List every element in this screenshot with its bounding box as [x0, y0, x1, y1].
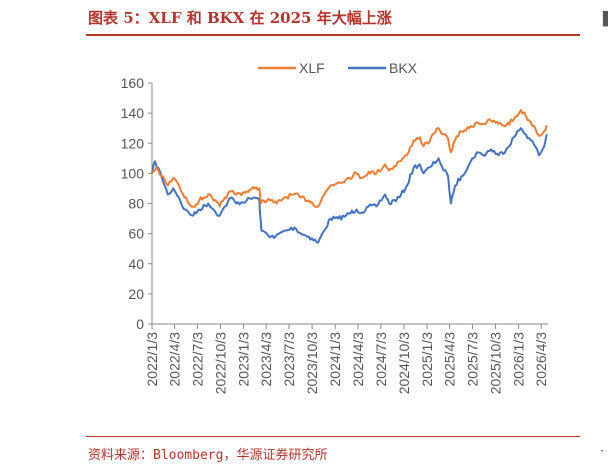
x-tick-label: 2024/7/3: [373, 332, 389, 387]
chart-axes: 0 20 40 60 80 100 120 140 160 2022/1/3 2022/4/3 202…: [121, 75, 550, 394]
series-line-xlf: [151, 109, 548, 208]
figure-title: 图表 5：XLF 和 BKX 在 2025 年大幅上涨: [88, 9, 392, 27]
x-tick-label: 2026/4/3: [533, 332, 549, 387]
y-tick-label: 40: [128, 256, 144, 272]
y-tick-label: 0: [136, 316, 144, 332]
x-tick-label: 2023/1/3: [236, 332, 252, 387]
x-tick-label: 2025/1/3: [419, 332, 435, 387]
adjacent-column-mark-bottom: ·: [600, 444, 605, 459]
y-tick-label: 60: [128, 226, 144, 242]
chart-legend: XLF BKX: [258, 60, 418, 76]
x-tick-label: 2023/7/3: [281, 332, 297, 387]
title-divider: [86, 34, 580, 36]
x-tick-label: 2026/1/3: [511, 332, 527, 387]
adjacent-column-mark: ▌: [603, 12, 613, 27]
y-tick-label: 140: [121, 105, 145, 121]
y-tick-label: 20: [128, 286, 144, 302]
series-line-bkx: [151, 127, 548, 244]
legend-label-bkx: BKX: [389, 60, 418, 76]
legend-label-xlf: XLF: [299, 60, 325, 76]
x-tick-label: 2022/7/3: [189, 332, 205, 387]
x-tick-label: 2022/1/3: [144, 332, 160, 387]
chart-series: [151, 109, 548, 244]
y-tick-label: 100: [121, 165, 145, 181]
x-tick-label: 2024/4/3: [350, 332, 366, 387]
y-tick-label: 80: [128, 196, 144, 212]
y-tick-label: 160: [121, 75, 145, 91]
x-tick-label: 2022/10/3: [213, 332, 229, 394]
source-note: 资料来源：Bloomberg，华源证券研究所: [88, 448, 328, 463]
y-tick-label: 120: [121, 135, 145, 151]
source-divider: [86, 436, 580, 437]
x-tick-label: 2022/4/3: [167, 332, 183, 387]
x-tick-label: 2023/10/3: [304, 332, 320, 394]
x-tick-label: 2025/10/3: [488, 332, 504, 394]
x-tick-label: 2024/10/3: [396, 332, 412, 394]
x-tick-label: 2025/7/3: [465, 332, 481, 387]
x-tick-label: 2023/4/3: [258, 332, 274, 387]
x-tick-label: 2025/4/3: [442, 332, 458, 387]
x-tick-label: 2024/1/3: [327, 332, 343, 387]
